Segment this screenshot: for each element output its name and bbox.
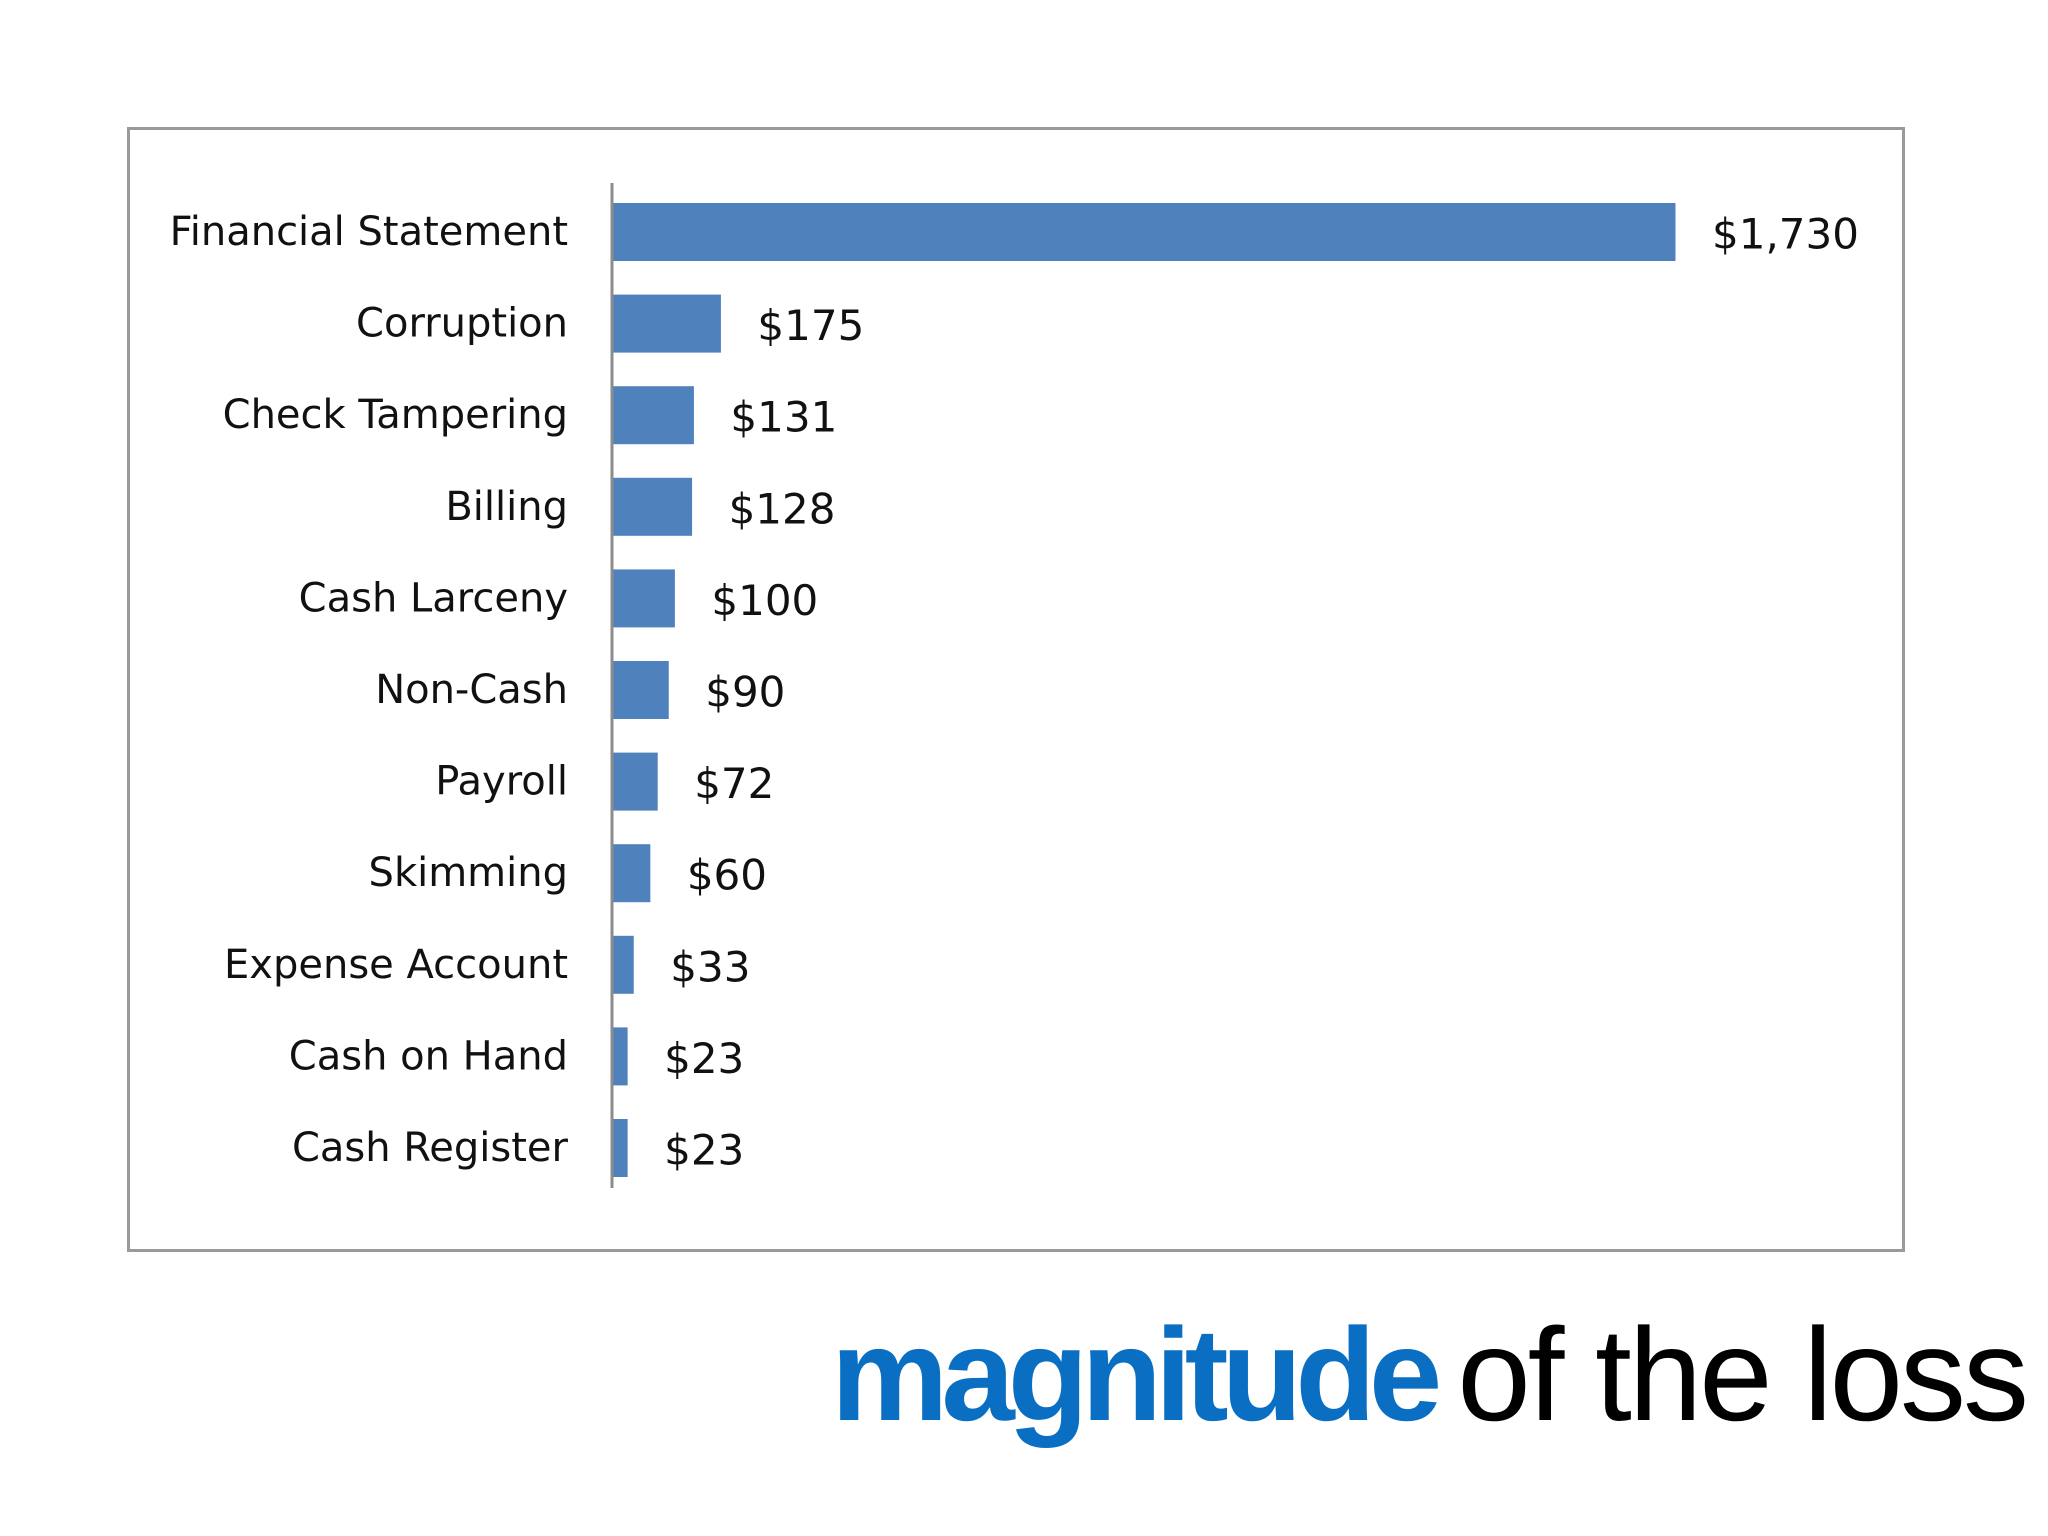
category-label: Check Tampering bbox=[223, 392, 568, 438]
category-label: Expense Account bbox=[224, 942, 568, 988]
category-label: Financial Statement bbox=[170, 209, 568, 255]
category-label: Corruption bbox=[356, 301, 568, 347]
bar bbox=[613, 844, 651, 903]
data-label: $128 bbox=[729, 484, 836, 533]
data-label: $72 bbox=[694, 759, 774, 808]
bar bbox=[613, 569, 675, 628]
bar bbox=[613, 294, 721, 353]
data-label: $131 bbox=[730, 393, 837, 442]
bar bbox=[613, 477, 693, 536]
data-label: $60 bbox=[687, 851, 767, 900]
data-label: $175 bbox=[757, 301, 864, 350]
slide-title: magnitude of the loss bbox=[830, 1300, 2029, 1450]
bar bbox=[613, 1027, 628, 1086]
bar bbox=[613, 661, 669, 719]
data-label: $23 bbox=[664, 1034, 744, 1083]
category-label: Cash on Hand bbox=[289, 1033, 568, 1079]
data-label: $1,730 bbox=[1712, 210, 1859, 259]
data-label: $100 bbox=[711, 576, 818, 625]
slide-title-emphasis: magnitude bbox=[830, 1301, 1442, 1448]
bar bbox=[613, 1119, 628, 1177]
category-label: Billing bbox=[445, 484, 568, 530]
chart-frame: Financial Statement $1,730 Corruption $175 C… bbox=[127, 127, 1905, 1252]
category-label: Cash Larceny bbox=[299, 575, 568, 621]
data-label: $33 bbox=[670, 942, 750, 991]
slide-title-rest: of the loss bbox=[1457, 1301, 2029, 1448]
data-label: $23 bbox=[664, 1126, 744, 1175]
category-label: Non-Cash bbox=[375, 667, 568, 713]
bar bbox=[613, 935, 634, 994]
data-label: $90 bbox=[705, 668, 785, 717]
category-label: Payroll bbox=[435, 759, 568, 805]
bar bbox=[613, 386, 694, 445]
category-label: Skimming bbox=[369, 850, 568, 896]
bar bbox=[613, 752, 658, 811]
bar bbox=[613, 203, 1676, 261]
bar-chart: Financial Statement $1,730 Corruption $175 C… bbox=[170, 183, 1859, 1188]
category-label: Cash Register bbox=[292, 1125, 569, 1171]
